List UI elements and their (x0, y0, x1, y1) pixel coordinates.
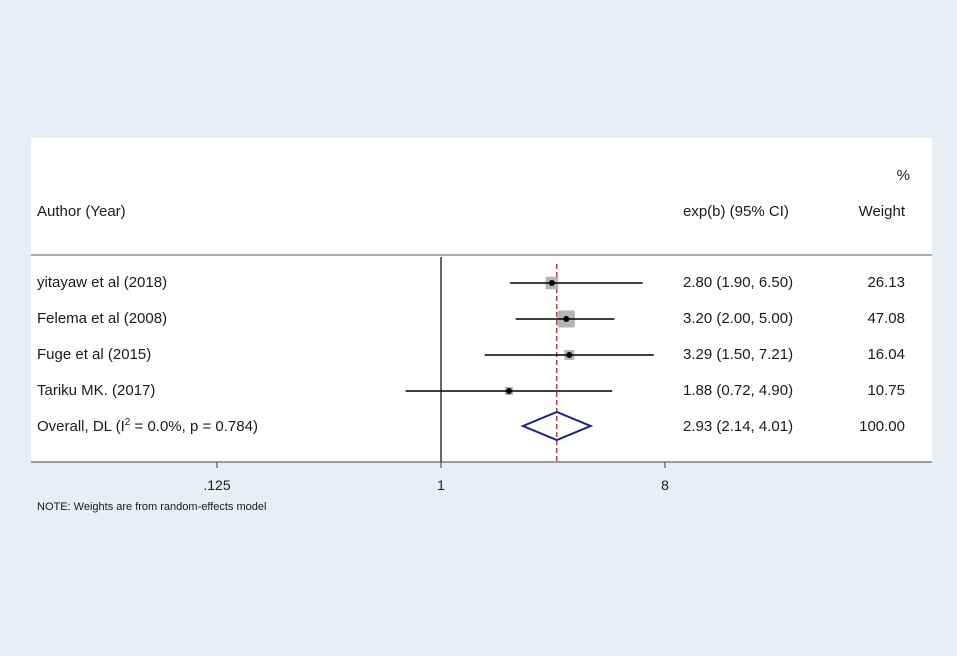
study-ci-text: 3.29 (1.50, 7.21) (683, 346, 793, 363)
study-column-header: Author (Year) (37, 203, 126, 220)
plot-panel: % Author (Year) exp(b) (95% CI) Weight y… (31, 138, 932, 462)
forest-plot: % Author (Year) exp(b) (95% CI) Weight y… (31, 167, 932, 462)
study-point-estimate (506, 388, 513, 394)
study-weight-text: 47.08 (867, 310, 905, 327)
study-point-estimate (563, 316, 570, 322)
study-label: Tariku MK. (2017) (37, 382, 155, 399)
x-axis: .125 1 8 NOTE: Weights are from random-eff… (31, 461, 932, 513)
x-tick-label: 1 (437, 477, 445, 493)
overall-diamond (520, 410, 594, 442)
overall-ci-text: 2.93 (2.14, 4.01) (683, 418, 793, 435)
study-ci-text: 3.20 (2.00, 5.00) (683, 310, 793, 327)
overall-label: Overall, DL (I2 = 0.0%, p = 0.784) (37, 417, 258, 435)
overall-weight-text: 100.00 (859, 418, 905, 435)
x-tick-label: 8 (661, 477, 669, 493)
weights-note: NOTE: Weights are from random-effects mo… (37, 501, 266, 513)
study-rows: yitayaw et al (2018) 2.80 (1.90, 6.50) 2… (37, 274, 905, 399)
study-point-estimate (548, 280, 555, 286)
effect-column-header: exp(b) (95% CI) (683, 203, 789, 220)
study-point-estimate (566, 352, 573, 358)
study-weight-text: 16.04 (867, 346, 905, 363)
study-ci-text: 2.80 (1.90, 6.50) (683, 274, 793, 291)
study-weight-text: 10.75 (867, 382, 905, 399)
weight-column-header-top: % (897, 167, 910, 184)
study-label: Fuge et al (2015) (37, 346, 151, 363)
study-label: Felema et al (2008) (37, 310, 167, 327)
study-ci-text: 1.88 (0.72, 4.90) (683, 382, 793, 399)
x-tick-label: .125 (203, 477, 230, 493)
study-weight-text: 26.13 (867, 274, 905, 291)
weight-column-header: Weight (859, 203, 906, 220)
study-label: yitayaw et al (2018) (37, 274, 167, 291)
x-axis-ticks: .125 1 8 (203, 462, 669, 493)
plot-marks (405, 276, 654, 442)
